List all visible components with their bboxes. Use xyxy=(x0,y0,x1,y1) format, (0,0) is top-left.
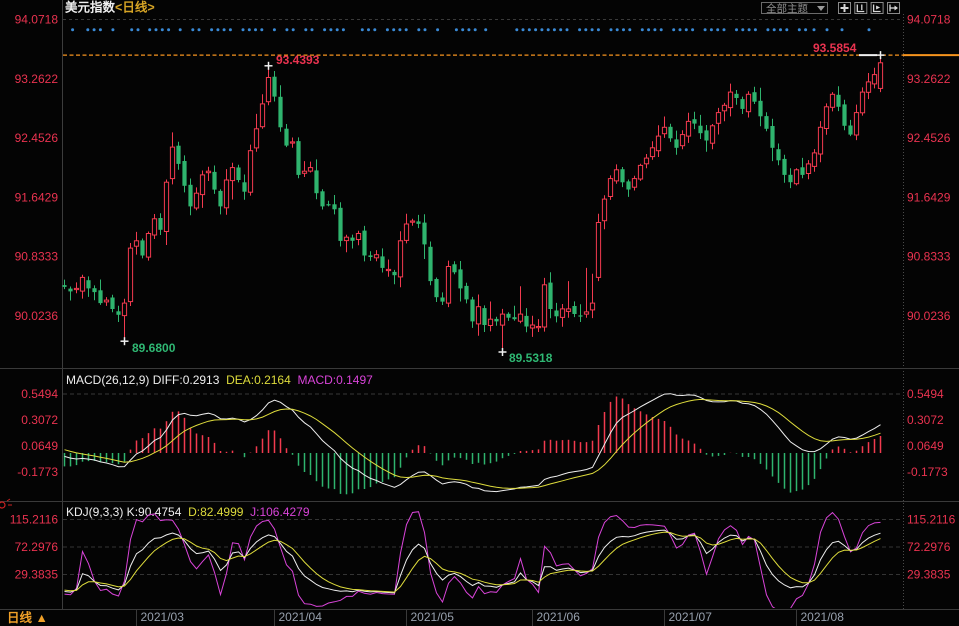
svg-text:29.3835: 29.3835 xyxy=(15,568,59,582)
svg-text:90.8333: 90.8333 xyxy=(15,250,59,264)
svg-text:90.8333: 90.8333 xyxy=(907,250,951,264)
svg-text:2021/04: 2021/04 xyxy=(279,610,323,624)
svg-text:91.6429: 91.6429 xyxy=(15,190,59,204)
svg-text:94.0718: 94.0718 xyxy=(907,13,951,27)
svg-text:91.6429: 91.6429 xyxy=(907,190,951,204)
svg-text:KDJ(9,3,3) K:90.4754 D:82.499: KDJ(9,3,3) K:90.4754 D:82.4999 J:106.427… xyxy=(66,505,310,519)
svg-text:72.2976: 72.2976 xyxy=(15,540,59,554)
svg-text:90.0236: 90.0236 xyxy=(907,309,951,323)
svg-text:0.5494: 0.5494 xyxy=(21,387,58,401)
svg-text:89.5318: 89.5318 xyxy=(509,351,553,365)
svg-text:72.2976: 72.2976 xyxy=(907,540,951,554)
svg-text:89.6800: 89.6800 xyxy=(132,341,176,355)
svg-text:2021/03: 2021/03 xyxy=(141,610,185,624)
svg-text:全部主题: 全部主题 xyxy=(766,2,808,15)
svg-text:93.2622: 93.2622 xyxy=(15,72,59,86)
svg-text:0.5494: 0.5494 xyxy=(907,387,944,401)
svg-text:0.3072: 0.3072 xyxy=(21,413,58,427)
svg-text:2021/05: 2021/05 xyxy=(411,610,455,624)
svg-text:93.2622: 93.2622 xyxy=(907,72,951,86)
svg-text:0.0649: 0.0649 xyxy=(21,439,58,453)
svg-text:115.2116: 115.2116 xyxy=(10,513,59,527)
svg-text:-0.1773: -0.1773 xyxy=(17,465,58,479)
svg-text:94.0718: 94.0718 xyxy=(15,13,59,27)
svg-text:2021/08: 2021/08 xyxy=(801,610,845,624)
svg-text:90.0236: 90.0236 xyxy=(15,309,59,323)
svg-text:29.3835: 29.3835 xyxy=(907,568,951,582)
svg-text:92.4526: 92.4526 xyxy=(907,131,951,145)
svg-text:0.0649: 0.0649 xyxy=(907,439,944,453)
svg-text:日线 ▲: 日线 ▲ xyxy=(7,610,48,625)
svg-text:美元指数<日线>: 美元指数<日线> xyxy=(65,0,155,15)
svg-text:0.3072: 0.3072 xyxy=(907,413,944,427)
svg-text:93.4393: 93.4393 xyxy=(276,53,320,67)
svg-text:2021/06: 2021/06 xyxy=(537,610,581,624)
svg-text:93.5854: 93.5854 xyxy=(813,41,857,55)
svg-text:MACD(26,12,9) DIFF:0.2913 DEA: MACD(26,12,9) DIFF:0.2913 DEA:0.2164 MAC… xyxy=(66,373,373,387)
svg-text:-0.1773: -0.1773 xyxy=(907,465,948,479)
svg-text:92.4526: 92.4526 xyxy=(15,131,59,145)
svg-text:115.2116: 115.2116 xyxy=(907,513,956,527)
svg-text:2021/07: 2021/07 xyxy=(669,610,713,624)
